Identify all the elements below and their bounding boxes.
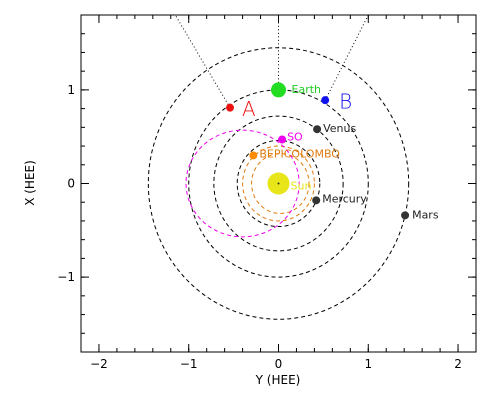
- stereo-a-field-line: [174, 15, 231, 108]
- x-tick-label: 0: [275, 357, 283, 371]
- mars-marker: [401, 211, 410, 220]
- sun-center-dot: [277, 182, 280, 185]
- bepicolombo-marker: [249, 151, 258, 160]
- x-tick-label: 1: [364, 357, 372, 371]
- x-tick-label: −1: [180, 357, 198, 371]
- earth-marker: [271, 82, 286, 98]
- bepicolombo-label: BEPICOLOMBO: [259, 147, 340, 160]
- mars-label: Mars: [412, 208, 439, 221]
- axis-ticks: −2 −1 0 1 2 −1 0 1: [57, 14, 477, 371]
- stereo-b-label: B: [339, 90, 352, 114]
- y-tick-label: 1: [67, 83, 75, 97]
- so-orbit-6: [185, 129, 300, 238]
- earth-orbit-4: [188, 89, 369, 278]
- body-labels-layer: Sun Mercury Venus Mars Earth BEPICOLOMBO SO A B: [242, 83, 439, 221]
- sun-label: Sun: [291, 180, 312, 193]
- y-axis-label: X (HEE): [23, 160, 37, 206]
- y-tick-label: −1: [57, 270, 75, 284]
- venus-marker: [313, 125, 322, 134]
- bodies-layer: [226, 82, 410, 220]
- earth-label: Earth: [292, 83, 322, 96]
- y-tick-label: 0: [67, 177, 75, 191]
- so-marker: [278, 135, 287, 144]
- venus-label: Venus: [323, 122, 356, 135]
- venus-orbit-3: [213, 115, 344, 252]
- mercury-orbit-1: [251, 153, 310, 214]
- x-tick-label: −2: [90, 357, 108, 371]
- stereo-b-marker: [321, 96, 330, 105]
- stereo-b-field-line: [324, 15, 369, 101]
- so-label: SO: [287, 131, 303, 144]
- x-tick-label: 2: [454, 357, 462, 371]
- stereo-a-label: A: [242, 97, 256, 121]
- x-axis-label: Y (HEE): [255, 373, 301, 387]
- mercury-label: Mercury: [322, 192, 367, 205]
- stereo-a-marker: [226, 103, 235, 112]
- mercury-orbit-0: [242, 145, 315, 222]
- mercury-marker: [312, 196, 321, 205]
- field-lines-layer: [174, 15, 369, 108]
